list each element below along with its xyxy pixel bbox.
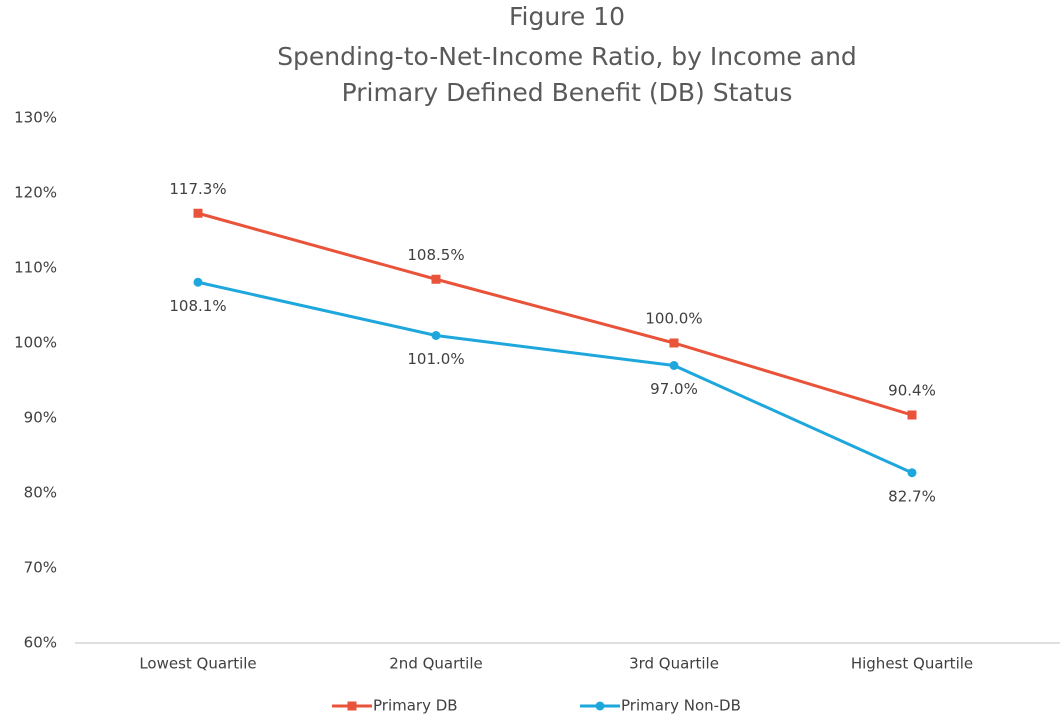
point — [431, 274, 441, 284]
point — [669, 338, 679, 348]
data-label: 100.0% — [645, 310, 702, 328]
data-label: 82.7% — [888, 487, 936, 505]
chart-subtitle: Spending-to-Net-Income Ratio, by Income … — [277, 42, 857, 71]
x-tick-label: Highest Quartile — [851, 655, 973, 673]
y-tick-label: 70% — [24, 559, 57, 577]
data-label: 117.3% — [169, 180, 226, 198]
data-label: 97.0% — [650, 380, 698, 398]
y-tick-label: 100% — [14, 334, 57, 352]
legend-marker — [347, 701, 357, 711]
point — [193, 208, 203, 218]
y-tick-label: 130% — [14, 109, 57, 127]
chart-subtitle: Primary Defined Benefit (DB) Status — [342, 78, 793, 107]
y-tick-label: 90% — [24, 409, 57, 427]
point — [907, 468, 917, 478]
data-label: 101.0% — [407, 350, 464, 368]
chart-title: Figure 10 — [509, 2, 625, 31]
series-line — [197, 280, 913, 475]
data-label: 108.5% — [407, 246, 464, 264]
point — [431, 331, 441, 340]
series-line — [197, 211, 913, 417]
legend-marker — [595, 701, 605, 711]
x-tick-label: 3rd Quartile — [629, 655, 719, 673]
legend-label: Primary Non-DB — [621, 697, 741, 715]
y-tick-label: 110% — [14, 259, 57, 277]
point — [669, 361, 679, 370]
y-tick-label: 60% — [24, 634, 57, 652]
y-tick-label: 80% — [24, 484, 57, 502]
point — [907, 410, 917, 420]
data-label: 90.4% — [888, 382, 936, 400]
x-tick-label: 2nd Quartile — [389, 655, 482, 673]
point — [193, 277, 203, 287]
x-tick-label: Lowest Quartile — [139, 655, 256, 673]
data-label: 108.1% — [169, 297, 226, 315]
legend-label: Primary DB — [373, 697, 458, 715]
y-tick-label: 120% — [14, 184, 57, 202]
